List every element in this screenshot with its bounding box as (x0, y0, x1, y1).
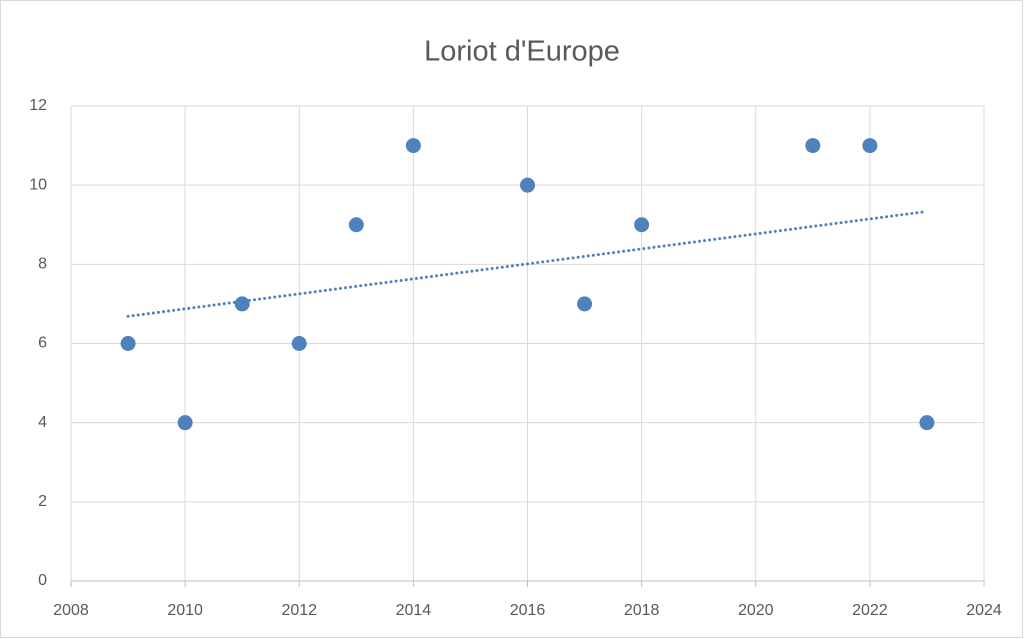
y-tick-label: 10 (29, 176, 47, 193)
y-tick-label: 8 (38, 256, 47, 273)
x-tick-label: 2012 (281, 602, 317, 619)
x-tick-label: 2008 (53, 602, 89, 619)
point (405, 138, 421, 154)
y-tick-label: 2 (38, 493, 47, 510)
point (577, 296, 593, 312)
x-tick-label: 2020 (738, 602, 774, 619)
point (291, 336, 307, 351)
x-tick-label: 2024 (966, 602, 1002, 619)
point (177, 415, 193, 431)
point (120, 336, 136, 351)
chart-title: Loriot d'Europe (424, 36, 620, 68)
point (234, 296, 250, 312)
x-tick-label: 2014 (396, 602, 432, 619)
y-tick-label: 4 (38, 414, 47, 431)
x-tick-label: 2016 (510, 602, 546, 619)
point (348, 217, 364, 233)
point (634, 217, 650, 233)
trendline (126, 209, 929, 318)
point (919, 415, 935, 431)
y-tick-label: 6 (38, 335, 47, 352)
x-tick-label: 2018 (624, 602, 660, 619)
point (520, 177, 535, 193)
x-tick-label: 2010 (167, 602, 203, 619)
y-tick-label: 12 (29, 97, 47, 114)
point (805, 138, 821, 154)
y-tick-label: 0 (38, 572, 47, 589)
point (862, 138, 878, 154)
x-tick-label: 2022 (852, 602, 888, 619)
